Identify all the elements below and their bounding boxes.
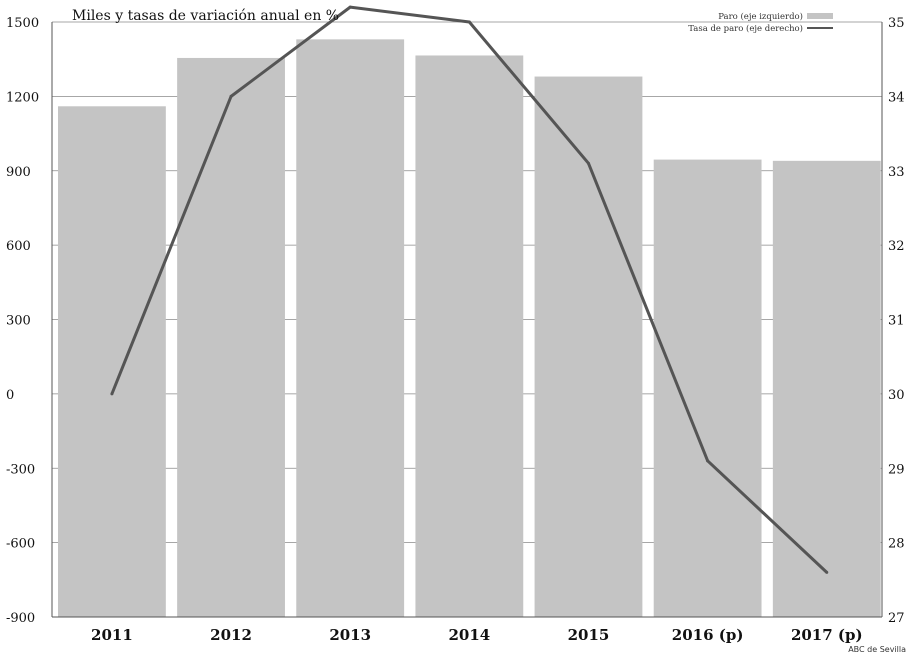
y-left-tick-label: -900	[6, 611, 35, 626]
y-right-tick-label: 33	[888, 165, 905, 180]
bar	[58, 106, 166, 618]
rate-point	[110, 392, 114, 396]
rate-point	[706, 459, 710, 463]
y-right-tick-label: 27	[888, 611, 905, 626]
y-right-tick-label: 35	[888, 16, 905, 31]
legend-label-bars: Paro (eje izquierdo)	[718, 11, 803, 22]
rate-point	[467, 20, 471, 24]
legend: Paro (eje izquierdo)Tasa de paro (eje de…	[688, 11, 833, 34]
y-right-tick-label: 28	[888, 537, 905, 552]
x-tick-label: 2015	[568, 626, 610, 644]
legend-swatch-bars	[807, 13, 833, 19]
bar	[772, 160, 881, 618]
y-left-tick-label: -300	[6, 462, 35, 477]
bar	[653, 159, 762, 617]
bar	[534, 76, 643, 617]
x-tick-label: 2013	[329, 626, 371, 644]
rate-line-group	[110, 5, 829, 574]
legend-label-line: Tasa de paro (eje derecho)	[688, 23, 803, 34]
y-right-tick-label: 30	[888, 388, 905, 403]
y-left-tick-label: -600	[6, 537, 35, 552]
x-tick-label: 2012	[210, 626, 252, 644]
y-right-tick-label: 29	[888, 462, 905, 477]
y-left-tick-label: 0	[6, 388, 14, 403]
bars	[58, 39, 881, 618]
chart-title: Miles y tasas de variación anual en %	[72, 8, 339, 24]
x-tick-label: 2014	[448, 626, 490, 644]
y-right-tick-label: 34	[888, 90, 905, 105]
y-left-tick-label: 900	[6, 165, 31, 180]
source-credit: ABC de Sevilla	[848, 645, 906, 654]
bar	[415, 55, 524, 617]
x-tick-label: 2011	[91, 626, 133, 644]
rate-point	[229, 94, 233, 98]
x-tick-label: 2017 (p)	[791, 626, 863, 644]
y-left-tick-label: 1500	[6, 16, 39, 31]
rate-point	[586, 161, 590, 165]
y-left-tick-label: 300	[6, 314, 31, 329]
x-tick-label: 2016 (p)	[672, 626, 744, 644]
axes: 1500 1200 900 600 300 0 -300 -600 -900 35 34 33 32 31…	[6, 16, 905, 644]
rate-point	[825, 570, 829, 574]
bar	[177, 57, 285, 617]
rate-point	[348, 5, 352, 9]
y-right-tick-label: 32	[888, 239, 905, 254]
y-left-tick-label: 1200	[6, 90, 39, 105]
y-right-tick-label: 31	[888, 314, 905, 329]
bar	[296, 39, 405, 617]
y-left-tick-label: 600	[6, 239, 31, 254]
